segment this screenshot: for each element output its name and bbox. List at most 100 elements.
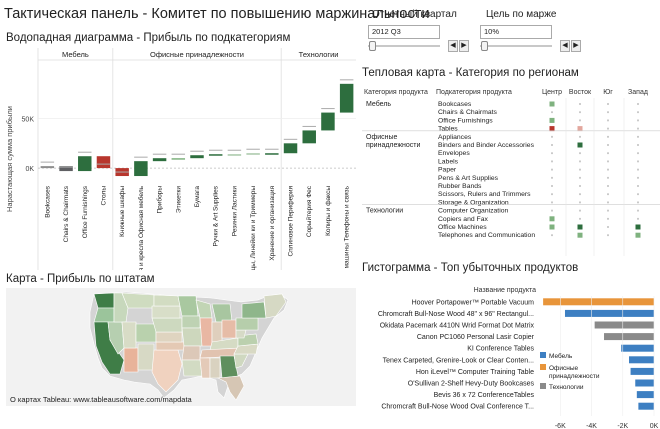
heatmap-cell[interactable] bbox=[607, 193, 609, 196]
waterfall-bar[interactable] bbox=[40, 166, 55, 169]
heatmap-cell[interactable] bbox=[607, 185, 609, 187]
waterfall-bar[interactable] bbox=[227, 154, 242, 156]
heatmap-cell[interactable] bbox=[607, 160, 609, 163]
state-new-england[interactable] bbox=[263, 293, 287, 319]
state-fl[interactable] bbox=[216, 375, 245, 401]
state-oh[interactable] bbox=[221, 319, 237, 339]
heatmap-cell[interactable] bbox=[607, 234, 609, 237]
state-co[interactable] bbox=[135, 323, 157, 343]
heatmap-cell[interactable] bbox=[551, 144, 553, 146]
heatmap-cell[interactable] bbox=[637, 111, 639, 114]
heatmap-cell[interactable] bbox=[579, 217, 581, 220]
heatmap-cell[interactable] bbox=[607, 201, 609, 204]
histogram-bar[interactable] bbox=[636, 391, 654, 399]
heatmap-cell[interactable] bbox=[579, 103, 581, 105]
quarter-slider-thumb[interactable] bbox=[369, 41, 377, 51]
quarter-next-button[interactable]: ▶ bbox=[459, 40, 469, 52]
heatmap-cell[interactable] bbox=[549, 126, 555, 132]
heatmap-cell[interactable] bbox=[637, 176, 639, 179]
heatmap-cell[interactable] bbox=[579, 111, 581, 114]
heatmap-cell[interactable] bbox=[579, 168, 581, 171]
state-ny[interactable] bbox=[241, 301, 267, 319]
heatmap-cell[interactable] bbox=[551, 135, 553, 138]
margin-filter-input[interactable]: 10% bbox=[480, 25, 552, 39]
heatmap-cell[interactable] bbox=[579, 185, 581, 187]
state-tx[interactable] bbox=[151, 349, 183, 393]
heatmap-cell[interactable] bbox=[551, 168, 553, 171]
waterfall-bar[interactable] bbox=[171, 158, 186, 160]
map-credit[interactable]: О картах Tableau: www.tableausoftware.co… bbox=[10, 395, 193, 404]
state-nd[interactable] bbox=[153, 294, 181, 307]
heatmap-cell[interactable] bbox=[551, 193, 553, 196]
heatmap-cell[interactable] bbox=[607, 111, 609, 114]
histogram-bar[interactable] bbox=[604, 333, 654, 341]
waterfall-bar[interactable] bbox=[283, 143, 298, 154]
heatmap-cell[interactable] bbox=[607, 168, 609, 171]
histogram-bar[interactable] bbox=[630, 367, 654, 375]
heatmap-cell[interactable] bbox=[579, 152, 581, 155]
margin-prev-button[interactable]: ◀ bbox=[560, 40, 570, 52]
quarter-slider[interactable] bbox=[368, 40, 440, 52]
heatmap-cell[interactable] bbox=[635, 232, 641, 238]
heatmap-cell[interactable] bbox=[577, 126, 583, 132]
state-ms[interactable] bbox=[199, 357, 211, 379]
state-wv[interactable] bbox=[235, 329, 247, 339]
heatmap-cell[interactable] bbox=[637, 152, 639, 155]
waterfall-bar[interactable] bbox=[321, 112, 335, 131]
waterfall-bar[interactable] bbox=[246, 153, 260, 155]
histogram-bar[interactable] bbox=[638, 402, 654, 410]
margin-slider-thumb[interactable] bbox=[481, 41, 489, 51]
histogram-bar[interactable] bbox=[635, 379, 654, 387]
histogram-bar[interactable] bbox=[629, 356, 654, 364]
heatmap-cell[interactable] bbox=[607, 226, 609, 228]
heatmap-cell[interactable] bbox=[637, 201, 639, 204]
heatmap-cell[interactable] bbox=[635, 224, 641, 230]
heatmap-cell[interactable] bbox=[549, 117, 555, 123]
heatmap-cell[interactable] bbox=[637, 168, 639, 171]
heatmap-cell[interactable] bbox=[549, 101, 555, 107]
state-ut[interactable] bbox=[121, 321, 137, 349]
state-sd[interactable] bbox=[151, 305, 181, 319]
quarter-filter-input[interactable]: 2012 Q3 bbox=[368, 25, 440, 39]
heatmap-cell[interactable] bbox=[551, 185, 553, 187]
heatmap-cell[interactable] bbox=[637, 144, 639, 146]
heatmap-cell[interactable] bbox=[579, 176, 581, 179]
state-mt[interactable] bbox=[121, 292, 155, 309]
heatmap-cell[interactable] bbox=[579, 193, 581, 196]
heatmap-cell[interactable] bbox=[549, 216, 555, 222]
waterfall-bar[interactable] bbox=[152, 158, 167, 162]
state-mo[interactable] bbox=[181, 327, 203, 347]
heatmap-cell[interactable] bbox=[637, 185, 639, 187]
heatmap-cell[interactable] bbox=[551, 209, 553, 212]
histogram-bar[interactable] bbox=[543, 298, 654, 306]
state-la[interactable] bbox=[181, 359, 203, 377]
heatmap-cell[interactable] bbox=[551, 160, 553, 163]
waterfall-bar[interactable] bbox=[302, 130, 316, 144]
state-al[interactable] bbox=[209, 357, 221, 379]
state-ne[interactable] bbox=[151, 317, 183, 333]
histogram-bar[interactable] bbox=[621, 344, 654, 352]
waterfall-bar[interactable] bbox=[96, 156, 111, 169]
state-nm[interactable] bbox=[137, 343, 155, 371]
heatmap-cell[interactable] bbox=[607, 103, 609, 105]
heatmap-cell[interactable] bbox=[579, 160, 581, 163]
heatmap-cell[interactable] bbox=[607, 135, 609, 138]
margin-slider[interactable] bbox=[480, 40, 552, 52]
state-az[interactable] bbox=[123, 347, 139, 373]
waterfall-bar[interactable] bbox=[265, 153, 279, 155]
state-pa[interactable] bbox=[235, 317, 259, 331]
histogram-bar[interactable] bbox=[594, 321, 654, 329]
state-ar[interactable] bbox=[181, 345, 201, 361]
heatmap-cell[interactable] bbox=[637, 209, 639, 212]
heatmap-cell[interactable] bbox=[637, 135, 639, 138]
histogram-bar[interactable] bbox=[564, 309, 654, 317]
waterfall-bar[interactable] bbox=[190, 155, 204, 159]
heatmap-cell[interactable] bbox=[577, 142, 583, 148]
waterfall-bar[interactable] bbox=[208, 154, 223, 156]
heatmap-cell[interactable] bbox=[551, 176, 553, 179]
state-ok[interactable] bbox=[155, 341, 185, 351]
heatmap-cell[interactable] bbox=[607, 176, 609, 179]
heatmap-cell[interactable] bbox=[637, 193, 639, 196]
heatmap-cell[interactable] bbox=[549, 224, 555, 230]
heatmap-cell[interactable] bbox=[607, 209, 609, 212]
